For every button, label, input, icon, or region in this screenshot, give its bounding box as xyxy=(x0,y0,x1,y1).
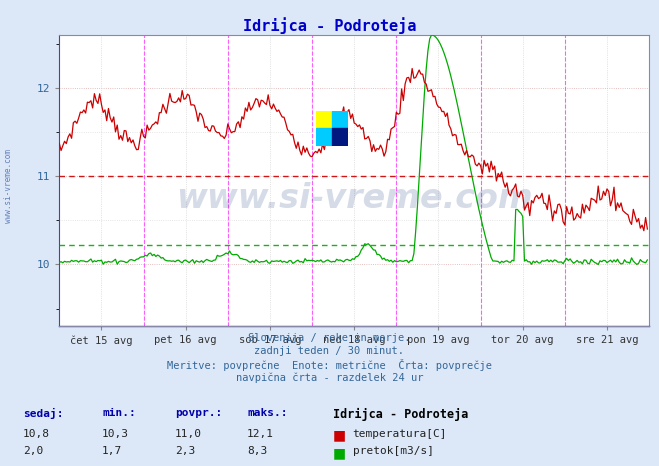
Text: 10,3: 10,3 xyxy=(102,429,129,439)
Bar xyxy=(332,128,349,145)
Text: povpr.:: povpr.: xyxy=(175,408,222,418)
Text: maks.:: maks.: xyxy=(247,408,287,418)
Bar xyxy=(316,110,332,128)
Text: pretok[m3/s]: pretok[m3/s] xyxy=(353,446,434,456)
Text: 11,0: 11,0 xyxy=(175,429,202,439)
Text: ■: ■ xyxy=(333,446,346,460)
Text: Idrijca - Podroteja: Idrijca - Podroteja xyxy=(243,17,416,34)
Text: temperatura[C]: temperatura[C] xyxy=(353,429,447,439)
Text: zadnji teden / 30 minut.: zadnji teden / 30 minut. xyxy=(254,346,405,356)
Text: Meritve: povprečne  Enote: metrične  Črta: povprečje: Meritve: povprečne Enote: metrične Črta:… xyxy=(167,359,492,371)
Text: Idrijca - Podroteja: Idrijca - Podroteja xyxy=(333,408,468,421)
Text: www.si-vreme.com: www.si-vreme.com xyxy=(4,150,13,223)
Text: 8,3: 8,3 xyxy=(247,446,268,456)
Text: sedaj:: sedaj: xyxy=(23,408,63,419)
Text: 12,1: 12,1 xyxy=(247,429,274,439)
Text: 10,8: 10,8 xyxy=(23,429,50,439)
Bar xyxy=(332,110,349,128)
Text: 2,3: 2,3 xyxy=(175,446,195,456)
Text: ■: ■ xyxy=(333,429,346,443)
Text: navpična črta - razdelek 24 ur: navpična črta - razdelek 24 ur xyxy=(236,372,423,383)
Text: min.:: min.: xyxy=(102,408,136,418)
Text: www.si-vreme.com: www.si-vreme.com xyxy=(176,182,532,214)
Text: Slovenija / reke in morje.: Slovenija / reke in morje. xyxy=(248,333,411,343)
Text: 1,7: 1,7 xyxy=(102,446,123,456)
Text: 2,0: 2,0 xyxy=(23,446,43,456)
Bar xyxy=(316,128,332,145)
